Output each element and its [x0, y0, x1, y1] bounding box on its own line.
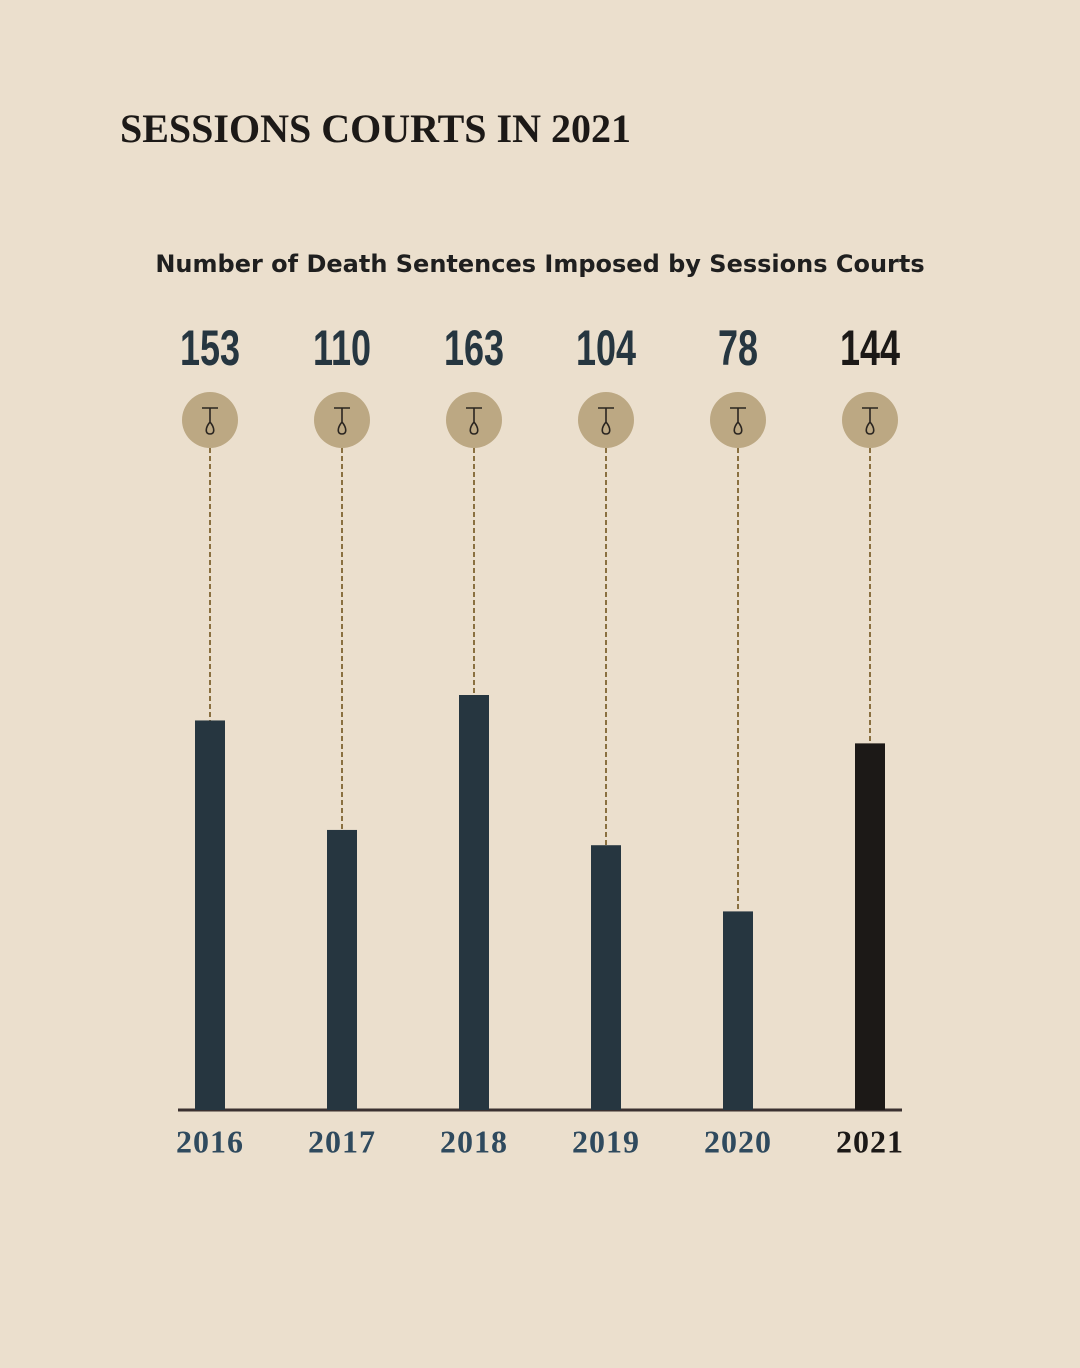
value-label: 104 [576, 322, 636, 377]
bar [327, 829, 357, 1110]
bar [723, 911, 753, 1110]
bar [195, 720, 225, 1110]
x-tick-label: 2016 [176, 1123, 244, 1159]
value-label: 144 [840, 322, 900, 377]
x-tick-label: 2018 [440, 1123, 508, 1159]
value-label: 78 [718, 322, 758, 377]
noose-icon [466, 407, 482, 435]
noose-icon [862, 407, 878, 435]
bar [459, 695, 489, 1110]
value-label: 163 [444, 322, 504, 377]
chart-subtitle: Number of Death Sentences Imposed by Ses… [155, 250, 924, 278]
noose-icon [202, 407, 218, 435]
x-tick-label: 2020 [704, 1123, 772, 1159]
noose-icon [730, 407, 746, 435]
value-label: 153 [180, 322, 240, 377]
x-tick-label: 2019 [572, 1123, 640, 1159]
bar [591, 845, 621, 1110]
noose-icon [598, 407, 614, 435]
x-tick-label: 2017 [308, 1123, 376, 1159]
value-label: 110 [313, 322, 371, 377]
chart-title: SESSIONS COURTS IN 2021 [120, 106, 631, 151]
x-tick-label: 2021 [836, 1123, 904, 1159]
bar [855, 743, 885, 1110]
noose-icon [334, 407, 350, 435]
